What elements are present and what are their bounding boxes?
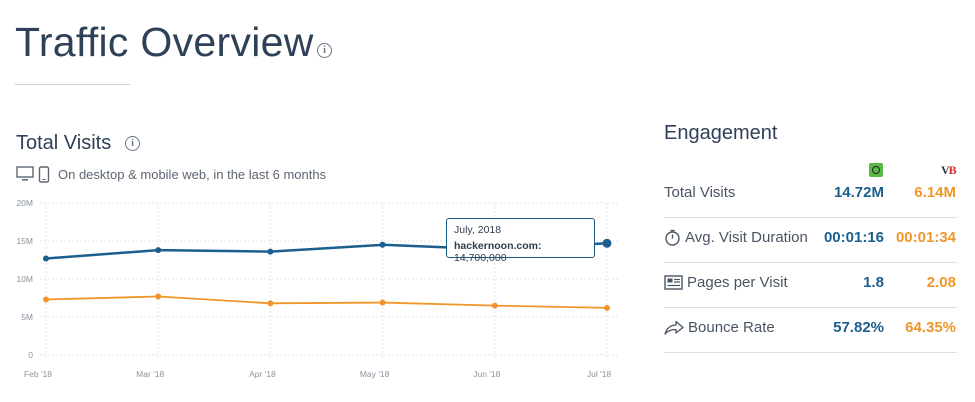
- y-tick-label: 10M: [16, 274, 33, 284]
- device-row: On desktop & mobile web, in the last 6 m…: [16, 165, 326, 183]
- y-tick-label: 0: [28, 350, 33, 360]
- page-title: Traffic Overview: [15, 19, 314, 65]
- chart-tooltip: July, 2018 hackernoon.com: 14,700,000: [446, 218, 595, 264]
- info-icon[interactable]: i: [317, 43, 332, 58]
- bounce-icon: [664, 320, 684, 335]
- data-point: [604, 304, 610, 311]
- y-tick-label: 20M: [16, 198, 33, 208]
- data-point: [491, 302, 498, 309]
- engagement-row-total-visits: Total Visits 14.72M 6.14M: [664, 172, 957, 218]
- x-tick-label: Jun '18: [473, 369, 500, 379]
- engagement-value-site1: 00:01:16: [823, 229, 884, 246]
- site2-logo-letter: V: [941, 163, 950, 177]
- pages-icon: [664, 274, 683, 290]
- engagement-row-bounce: Bounce Rate 57.82% 64.35%: [664, 307, 957, 353]
- site2-logo-accent: B: [948, 163, 957, 177]
- tooltip-site: hackernoon.com:: [454, 240, 542, 252]
- y-tick-label: 15M: [16, 236, 33, 246]
- engagement-value-site2: 64.35%: [905, 319, 956, 336]
- site1-logo-icon: [869, 163, 883, 177]
- data-point: [43, 296, 49, 303]
- engagement-label: Bounce Rate: [688, 319, 775, 336]
- stopwatch-icon: [665, 229, 680, 246]
- tooltip-date: July, 2018: [454, 224, 502, 236]
- x-tick-label: May '18: [360, 369, 390, 379]
- engagement-row-pages: Pages per Visit 1.8 2.08: [664, 262, 957, 308]
- site2-logo-icon: VB: [941, 163, 957, 178]
- desktop-icon: [16, 166, 34, 181]
- engagement-value-site1: 14.72M: [833, 184, 884, 201]
- x-tick-label: Mar '18: [136, 369, 164, 379]
- engagement-label: Total Visits: [664, 184, 736, 201]
- series-line: [45, 295, 608, 309]
- engagement-value-site1: 1.8: [863, 274, 884, 291]
- data-point: [155, 293, 162, 300]
- engagement-row-duration: Avg. Visit Duration 00:01:16 00:01:34: [664, 217, 957, 263]
- mobile-icon: [38, 165, 50, 183]
- data-point: [155, 247, 162, 254]
- total-visits-title: Total Visits: [16, 132, 112, 154]
- engagement-value-site2: 00:01:34: [895, 229, 956, 246]
- tooltip-value: 14,700,000: [454, 252, 507, 264]
- data-point: [267, 248, 274, 255]
- x-tick-label: Apr '18: [249, 369, 276, 379]
- engagement-value-site1: 57.82%: [833, 319, 884, 336]
- data-point: [602, 238, 612, 248]
- x-tick-label: Feb '18: [24, 369, 52, 379]
- engagement-title: Engagement: [664, 122, 778, 144]
- total-visits-info-icon[interactable]: i: [125, 136, 140, 151]
- title-divider: [15, 84, 130, 85]
- data-point: [379, 299, 386, 306]
- engagement-label: Pages per Visit: [687, 274, 788, 291]
- engagement-label: Avg. Visit Duration: [685, 229, 808, 246]
- data-point: [379, 241, 386, 248]
- data-point: [267, 300, 274, 307]
- engagement-value-site2: 6.14M: [914, 184, 956, 201]
- x-tick-label: Jul '18: [587, 369, 612, 379]
- data-point: [43, 255, 49, 262]
- engagement-value-site2: 2.08: [926, 274, 956, 291]
- y-tick-label: 5M: [21, 312, 33, 322]
- devices-caption: On desktop & mobile web, in the last 6 m…: [58, 166, 327, 182]
